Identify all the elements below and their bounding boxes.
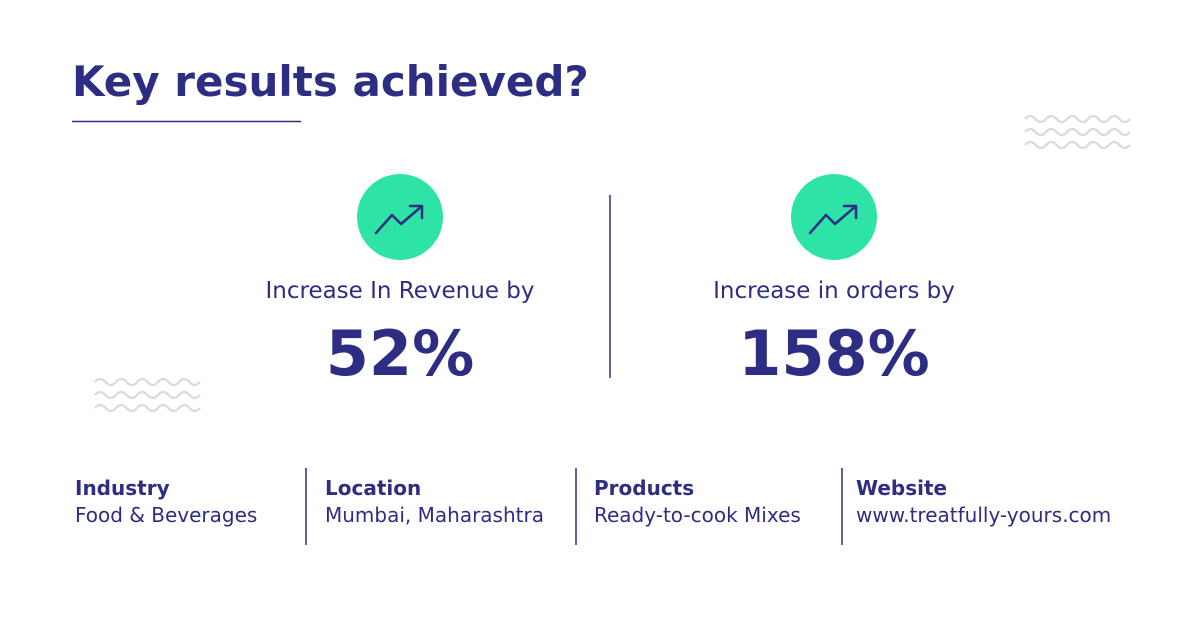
metric-icon: [357, 174, 443, 260]
metric-icon: [791, 174, 877, 260]
metric-label: Increase In Revenue by: [265, 278, 534, 304]
detail-value: www.treatfully-yours.com: [856, 503, 1111, 527]
trend-arrow: [374, 204, 424, 235]
metric-value: 158%: [738, 317, 930, 390]
detail-label: Industry: [75, 476, 170, 500]
detail-label: Location: [325, 476, 421, 500]
detail-value: Mumbai, Maharashtra: [325, 503, 544, 527]
trend-arrow: [808, 204, 858, 235]
metric-value: 52%: [326, 317, 474, 390]
metric-label: Increase in orders by: [713, 278, 955, 304]
details: Industry Food & Beverages Location Mumba…: [75, 468, 1111, 545]
detail-value: Ready-to-cook Mixes: [594, 503, 801, 527]
title: Key results achieved?: [72, 57, 589, 106]
detail-label: Products: [594, 476, 694, 500]
detail-value: Food & Beverages: [75, 503, 257, 527]
metric: Increase in orders by 158%: [713, 174, 955, 390]
metric: Increase In Revenue by 52%: [265, 174, 535, 390]
detail-label: Website: [856, 476, 947, 500]
